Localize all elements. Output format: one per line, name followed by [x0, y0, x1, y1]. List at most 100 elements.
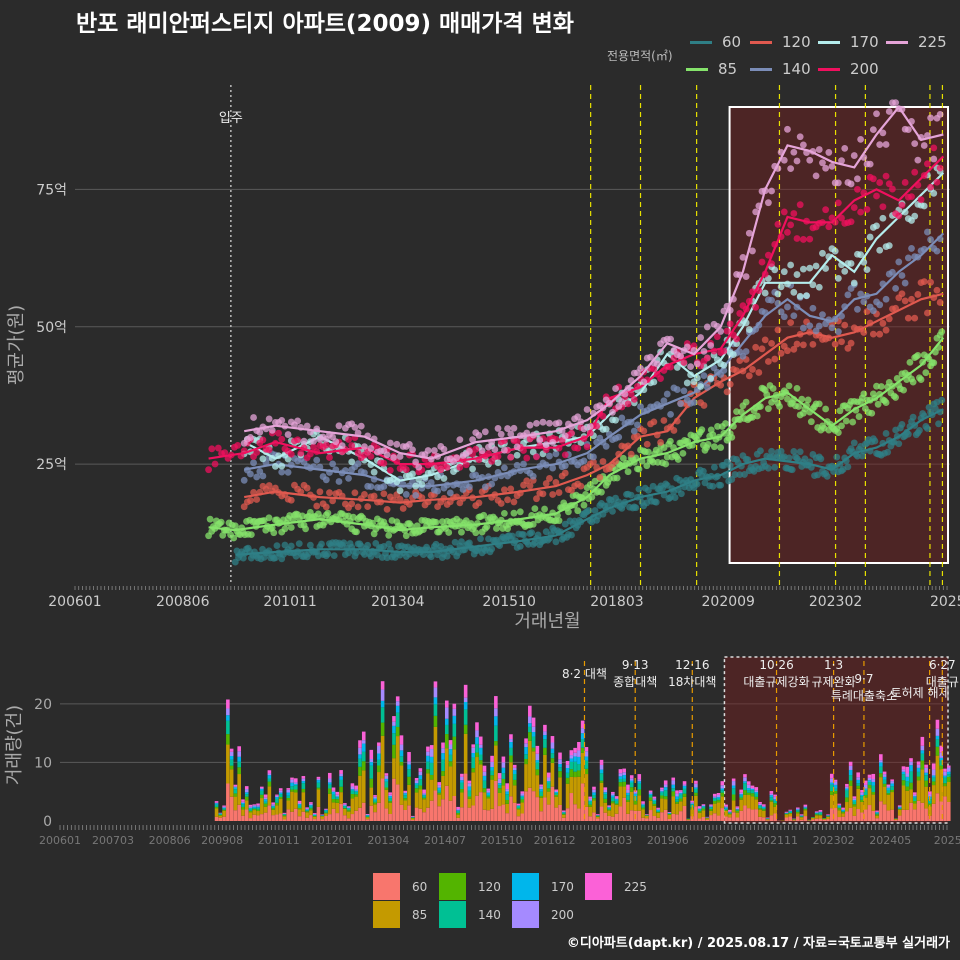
scatter-point-225: [683, 343, 691, 351]
volume-bar-140: [833, 788, 838, 792]
volume-bar-170: [395, 705, 400, 713]
volume-bar-225: [731, 778, 736, 782]
volume-bar-140: [875, 813, 879, 815]
scatter-point-200: [561, 451, 569, 459]
scatter-point-120: [876, 330, 884, 338]
volume-bar-60: [890, 809, 894, 821]
scatter-point-225: [247, 434, 254, 441]
volume-bar-225: [607, 805, 611, 807]
volume-bar-120: [875, 814, 879, 816]
scatter-point-85: [445, 529, 453, 536]
scatter-point-200: [208, 445, 216, 453]
scatter-point-200: [898, 201, 906, 209]
volume-bar-85: [750, 796, 755, 810]
volume-bar-225: [754, 787, 759, 791]
volume-bar-225: [916, 761, 921, 765]
volume-bar-225: [339, 770, 343, 774]
volume-bar-85: [588, 806, 592, 817]
volume-bar-85: [244, 800, 249, 810]
volume-bar-120: [543, 747, 547, 755]
scatter-point-225: [542, 441, 550, 449]
scatter-point-140: [259, 472, 267, 480]
volume-bar-225: [384, 773, 389, 776]
scatter-point-170: [863, 266, 871, 274]
scatter-point-225: [332, 438, 340, 446]
volume-bar-120: [444, 734, 449, 749]
volume-bar-60: [592, 812, 596, 821]
x-tick-label: 200601: [48, 594, 101, 610]
volume-bar-60: [520, 813, 525, 821]
volume-bar-140: [890, 786, 894, 790]
scatter-point-85: [855, 413, 863, 420]
volume-bar-225: [278, 788, 283, 791]
volume-bar-200: [380, 689, 385, 701]
volume-bar-140: [709, 807, 713, 810]
volume-bar-140: [244, 794, 249, 797]
volume-bar-60: [282, 819, 287, 821]
volume-bar-60: [218, 817, 223, 821]
volume-bar-170: [682, 785, 687, 789]
scatter-point-200: [456, 463, 464, 471]
volume-bar-200: [561, 811, 566, 813]
scatter-point-120: [670, 427, 678, 434]
volume-bar-85: [237, 774, 241, 805]
scatter-point-120: [933, 286, 941, 294]
volume-bar-85: [320, 816, 325, 820]
volume-bar-225: [863, 780, 868, 785]
volume-bar-140: [550, 753, 555, 759]
scatter-point-225: [536, 437, 544, 444]
volume-bar-60: [645, 818, 649, 821]
volume-bar-140: [626, 795, 630, 800]
scatter-point-85: [764, 405, 772, 413]
volume-bar-140: [471, 757, 475, 769]
scatter-point-225: [700, 347, 708, 355]
volume-bar-60: [931, 803, 936, 821]
volume-bar-140: [501, 773, 506, 779]
x-tick-label: 200601: [39, 834, 81, 847]
scatter-point-225: [892, 99, 900, 107]
volume-bar-225: [750, 785, 755, 788]
scatter-point-200: [790, 210, 798, 217]
volume-bar-200: [603, 789, 608, 793]
volume-bar-170: [901, 771, 906, 775]
volume-bar-170: [882, 776, 887, 780]
volume-bar-225: [558, 752, 562, 760]
bar-legend-item-120: 120: [439, 873, 501, 900]
scatter-point-140: [876, 301, 884, 309]
legend-item-140: 140: [750, 60, 811, 78]
scatter-point-200: [287, 450, 295, 458]
volume-bar-85: [607, 810, 611, 816]
volume-bar-200: [588, 798, 592, 801]
volume-bar-120: [222, 809, 226, 811]
scatter-point-200: [520, 447, 527, 454]
volume-bar-120: [656, 812, 660, 813]
volume-bar-120: [392, 744, 396, 759]
volume-bar-140: [407, 769, 411, 777]
volume-bar-140: [456, 810, 460, 813]
volume-bar-85: [811, 817, 815, 820]
scatter-point-225: [497, 430, 505, 438]
volume-bar-170: [603, 792, 608, 795]
volume-bar-120: [588, 804, 592, 807]
scatter-point-200: [657, 375, 664, 382]
volume-bar-120: [599, 780, 604, 783]
volume-bar-170: [327, 782, 332, 785]
volume-bar-85: [913, 803, 917, 810]
volume-bar-225: [871, 773, 876, 780]
volume-bar-85: [414, 792, 419, 808]
volume-bar-85: [694, 795, 698, 807]
scatter-point-225: [338, 442, 346, 450]
scatter-point-200: [523, 454, 531, 462]
scatter-point-85: [882, 399, 890, 406]
scatter-point-200: [533, 453, 540, 461]
volume-bar-200: [712, 796, 717, 798]
volume-bar-200: [652, 798, 657, 800]
volume-bar-170: [712, 797, 717, 799]
volume-bar-140: [697, 809, 702, 812]
scatter-point-140: [481, 483, 489, 491]
volume-bar-140: [309, 806, 313, 809]
volume-bar-225: [584, 747, 589, 752]
volume-bar-170: [758, 805, 762, 806]
scatter-point-200: [234, 442, 242, 449]
scatter-point-140: [446, 489, 454, 497]
